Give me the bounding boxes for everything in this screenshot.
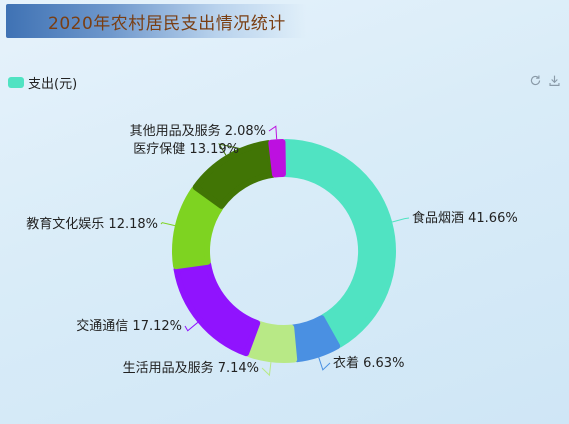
slice-1[interactable] bbox=[282, 139, 396, 348]
leader-line-7 bbox=[268, 125, 278, 140]
slice-label-5: 教育文化娱乐 12.18% bbox=[26, 216, 158, 232]
leader-line-1 bbox=[392, 217, 410, 223]
refresh-icon[interactable] bbox=[529, 74, 542, 87]
slice-label-4: 交通通信 17.12% bbox=[76, 318, 182, 334]
chart-title: 2020年农村居民支出情况统计 bbox=[48, 14, 286, 34]
slice-label-2: 衣着 6.63% bbox=[333, 355, 404, 371]
toolbox bbox=[529, 74, 561, 87]
slice-label-7: 其他用品及服务 2.08% bbox=[130, 123, 266, 139]
leader-line-5 bbox=[160, 222, 176, 227]
slice-label-6: 医疗保健 13.19% bbox=[133, 142, 239, 157]
download-icon[interactable] bbox=[548, 74, 561, 87]
slice-5[interactable] bbox=[172, 186, 224, 270]
slice-6[interactable] bbox=[192, 140, 276, 209]
legend-label: 支出(元) bbox=[28, 77, 78, 92]
slice-4[interactable] bbox=[173, 260, 261, 357]
slice-label-1: 食品烟酒 41.66% bbox=[412, 210, 518, 226]
leader-line-3 bbox=[261, 362, 272, 377]
legend-swatch bbox=[8, 77, 24, 88]
slice-label-3: 生活用品及服务 7.14% bbox=[123, 360, 259, 376]
legend[interactable]: 支出(元) bbox=[8, 73, 77, 92]
slice-7[interactable] bbox=[268, 139, 286, 178]
leader-line-6 bbox=[218, 143, 243, 156]
title-banner bbox=[6, 4, 306, 38]
leader-line-4 bbox=[184, 322, 199, 332]
leader-line-2 bbox=[318, 357, 331, 371]
